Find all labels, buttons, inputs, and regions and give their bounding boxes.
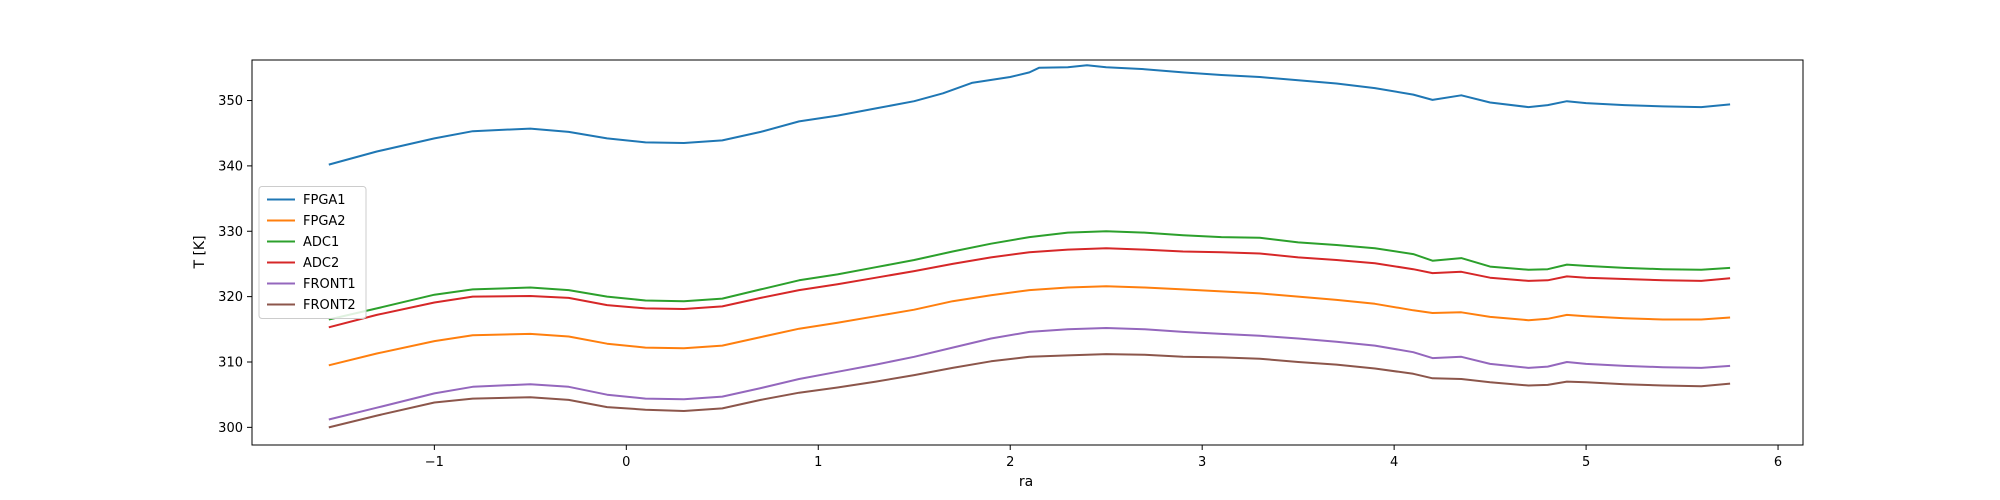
x-tick-label: 6	[1774, 455, 1782, 470]
legend-label: FPGA1	[303, 193, 346, 208]
y-tick-label: 330	[218, 225, 243, 240]
x-tick-label: 4	[1390, 455, 1398, 470]
legend: FPGA1 FPGA2 ADC1 ADC2 FRONT1 FRONT2	[258, 186, 367, 319]
legend-label: FRONT1	[303, 277, 356, 292]
legend-label: ADC1	[303, 235, 339, 250]
y-tick-label: 300	[218, 421, 243, 436]
series-line-front2	[328, 353, 1731, 429]
series-line-fpga1	[328, 64, 1731, 166]
x-tick-label: 1	[814, 455, 822, 470]
x-axis: −1 0 1 2 3 4 5 6	[425, 445, 1782, 470]
legend-label: FPGA2	[303, 214, 346, 229]
series-line-adc2	[328, 247, 1731, 329]
series-line-adc1	[328, 230, 1731, 321]
y-axis: 300 310 320 330 340 350	[218, 94, 252, 436]
x-tick-label: 0	[622, 455, 630, 470]
y-tick-label: 320	[218, 290, 243, 305]
series-line-front1	[328, 327, 1731, 421]
x-tick-label: 3	[1198, 455, 1206, 470]
y-tick-label: 350	[218, 94, 243, 109]
series-line-fpga2	[328, 285, 1731, 367]
legend-label: ADC2	[303, 256, 339, 271]
x-tick-label: 5	[1582, 455, 1590, 470]
x-tick-label: −1	[425, 455, 444, 470]
series-layer	[328, 64, 1731, 429]
y-tick-label: 310	[218, 355, 243, 370]
legend-label: FRONT2	[303, 298, 356, 313]
x-tick-label: 2	[1006, 455, 1014, 470]
y-axis-label: T [K]	[192, 235, 208, 269]
x-axis-label: ra	[1019, 474, 1033, 490]
y-tick-label: 340	[218, 159, 243, 174]
